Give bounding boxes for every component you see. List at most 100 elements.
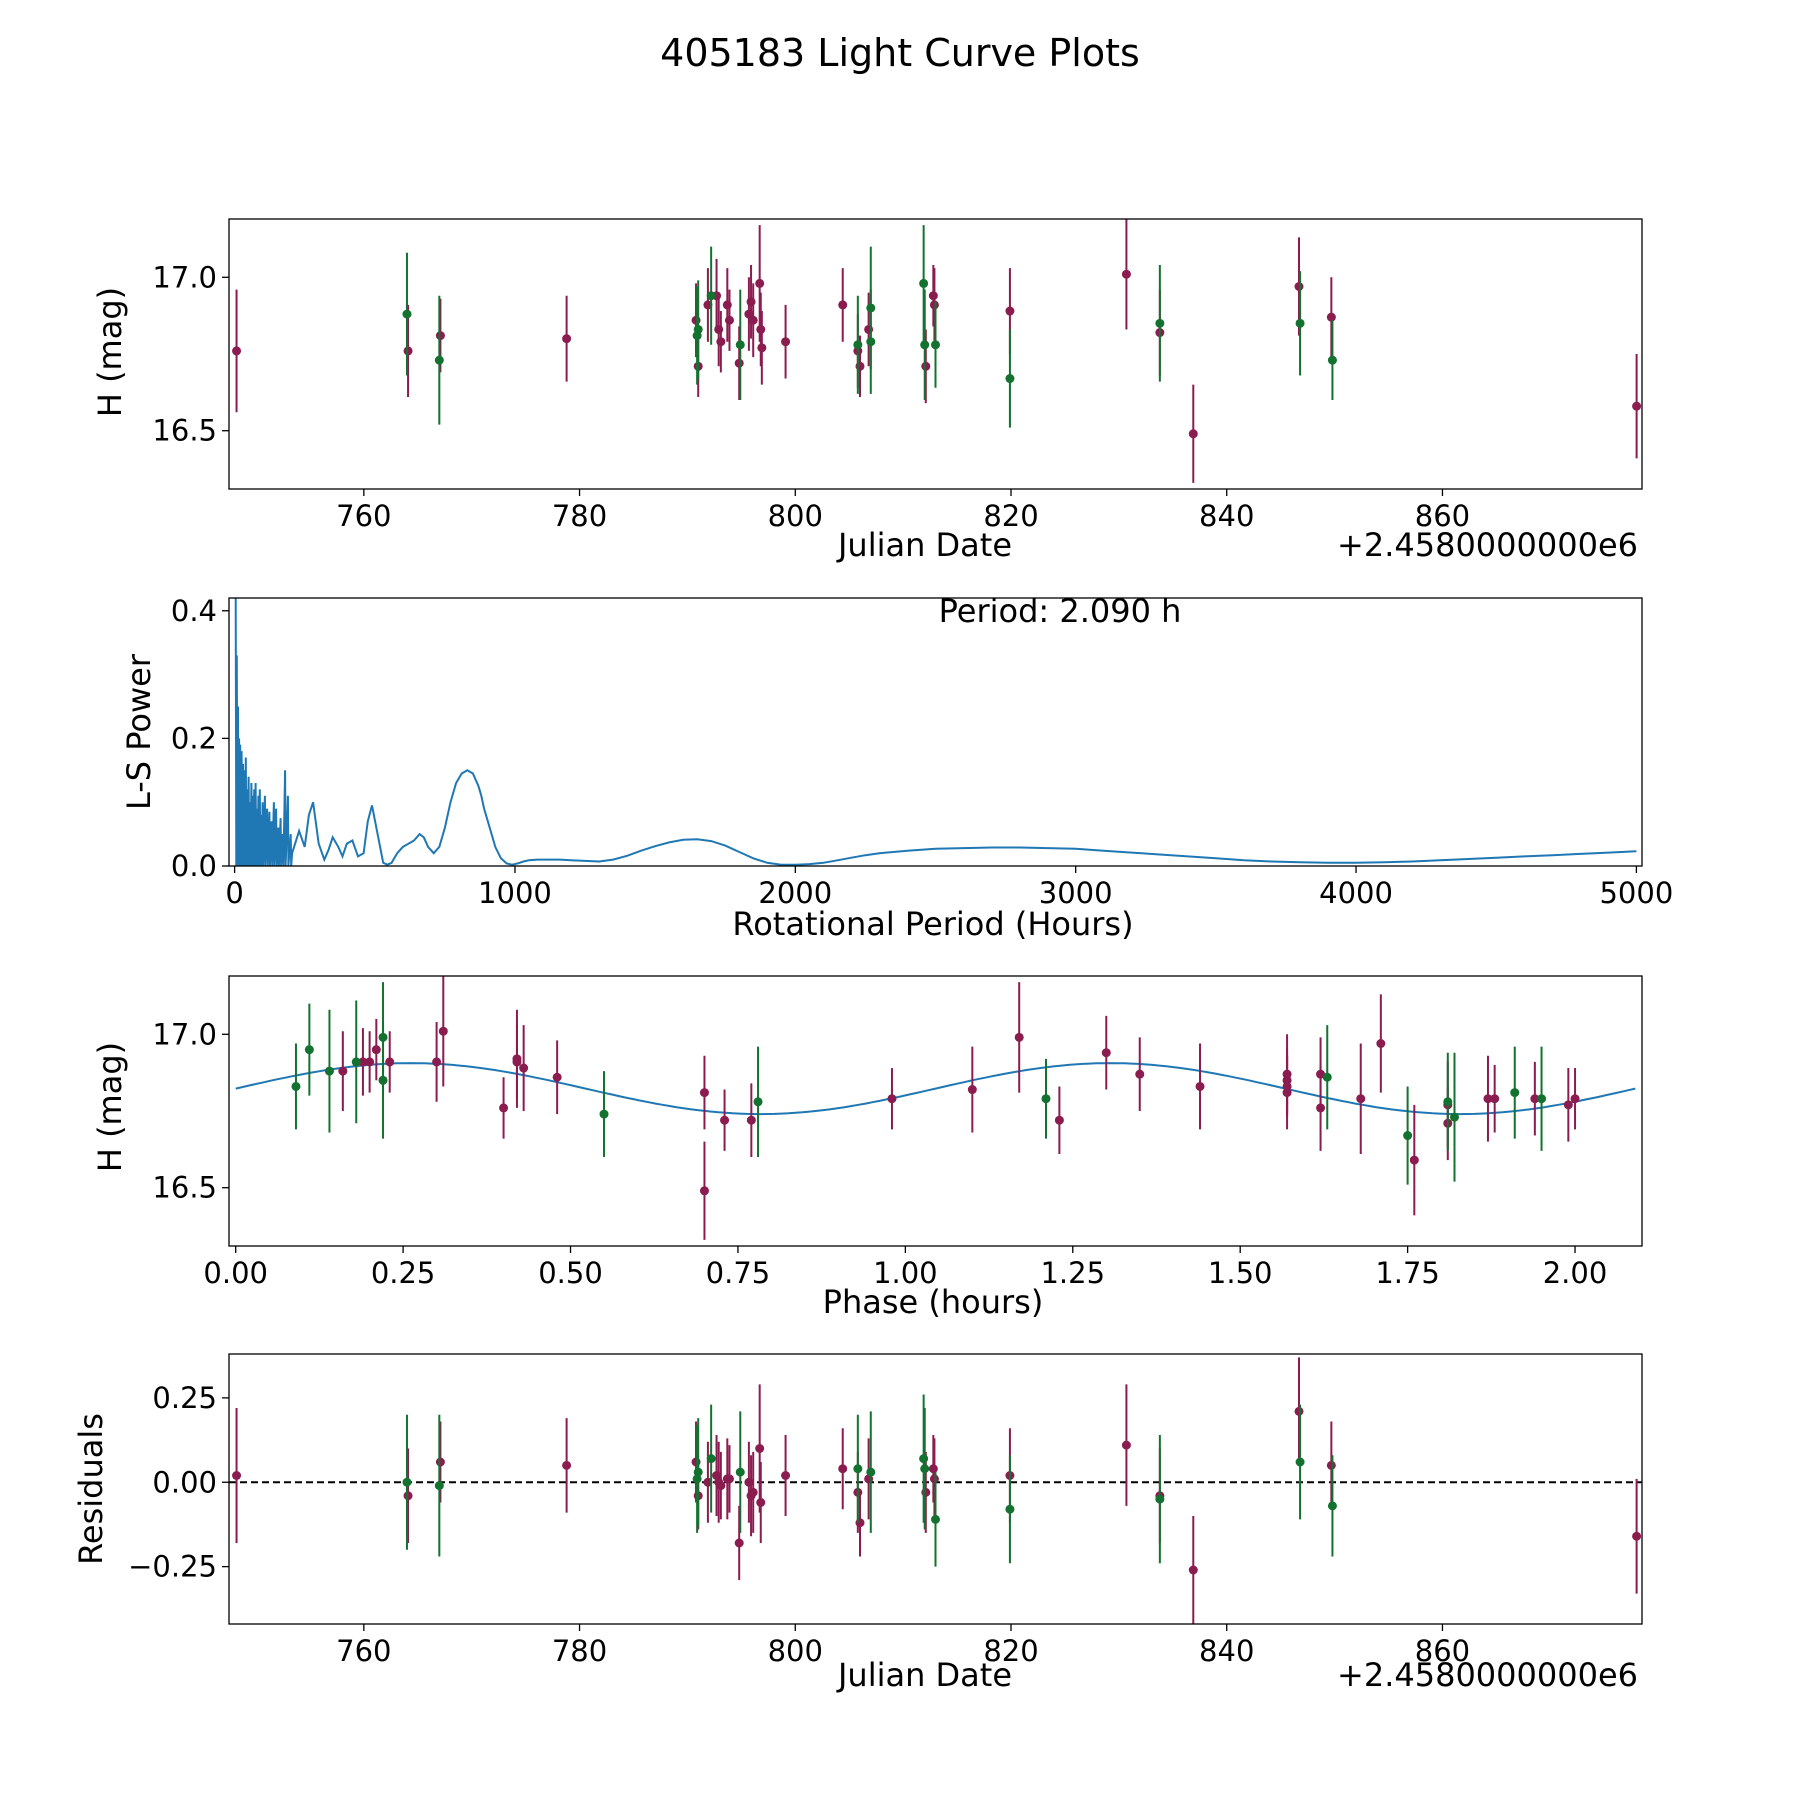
magenta-data-point — [1188, 1565, 1198, 1575]
phased-axes-frame — [228, 975, 1643, 1247]
green-data-point — [692, 1474, 702, 1484]
magenta-data-point — [928, 291, 938, 301]
periodogram-xlabel: Rotational Period (Hours) — [732, 905, 1133, 943]
periodogram-xtick-label: 3000 — [1039, 876, 1113, 910]
magenta-data-point — [757, 343, 767, 353]
green-data-point — [1449, 1112, 1459, 1122]
green-data-point — [693, 324, 703, 334]
magenta-data-point — [967, 1085, 977, 1095]
phased-xtick-label: 1.75 — [1375, 1256, 1440, 1290]
magenta-data-point — [1195, 1081, 1205, 1091]
magenta-data-point — [1326, 1460, 1336, 1470]
green-data-point — [706, 1454, 716, 1464]
magenta-data-point — [755, 278, 765, 288]
residuals-data-group — [229, 1357, 1642, 1624]
magenta-data-point — [403, 346, 413, 356]
green-data-point — [866, 337, 876, 347]
green-data-point — [706, 291, 716, 301]
green-data-point — [599, 1109, 609, 1119]
green-data-point — [324, 1066, 334, 1076]
magenta-data-point — [512, 1057, 522, 1067]
magenta-data-point — [724, 315, 734, 325]
magenta-data-point — [756, 324, 766, 334]
magenta-data-point — [1376, 1039, 1386, 1048]
magenta-data-point — [1632, 1531, 1642, 1541]
green-data-point — [753, 1097, 763, 1107]
magenta-data-point — [1356, 1094, 1366, 1104]
magenta-data-point — [1490, 1094, 1500, 1104]
phased-xtick-label: 0.25 — [371, 1256, 436, 1290]
residuals-xtick-label: 820 — [983, 1634, 1038, 1668]
green-data-point — [434, 1481, 444, 1491]
magenta-data-point — [1570, 1094, 1580, 1104]
green-data-point — [1295, 318, 1305, 328]
magenta-data-point — [432, 1057, 442, 1067]
residuals-xtick-label: 780 — [552, 1634, 607, 1668]
residuals-panel: Residuals Julian Date +2.4580000000e6 76… — [72, 1353, 1643, 1694]
magenta-data-point — [755, 1444, 765, 1453]
phased-xtick-label: 0.00 — [203, 1256, 268, 1290]
phased-xtick-label: 1.00 — [873, 1256, 938, 1290]
magenta-data-point — [1005, 306, 1015, 316]
green-data-point — [931, 340, 940, 350]
magenta-data-point — [716, 1481, 726, 1491]
lightcurve-offset-text: +2.4580000000e6 — [1337, 526, 1638, 564]
magenta-data-point — [838, 300, 848, 310]
phased-ytick-label: 16.5 — [152, 1171, 217, 1205]
magenta-data-point — [435, 331, 445, 341]
magenta-data-point — [748, 1487, 758, 1497]
phased-ylabel: H (mag) — [91, 1042, 129, 1172]
green-data-point — [866, 1467, 876, 1477]
green-data-point — [434, 355, 444, 365]
phased-xtick-label: 1.25 — [1040, 1256, 1105, 1290]
magenta-data-point — [720, 1115, 730, 1125]
magenta-data-point — [1121, 1440, 1131, 1450]
green-data-point — [1403, 1131, 1413, 1141]
lightcurve-xtick-label: 780 — [552, 499, 607, 533]
green-data-point — [735, 1467, 745, 1477]
phased-xlabel: Phase (hours) — [823, 1283, 1044, 1321]
green-data-point — [931, 1514, 940, 1524]
phased-xtick-label: 1.50 — [1208, 1256, 1273, 1290]
magenta-data-point — [1294, 282, 1304, 291]
magenta-data-point — [1409, 1155, 1419, 1165]
magenta-data-point — [385, 1057, 395, 1067]
residuals-xtick-label: 860 — [1415, 1634, 1470, 1668]
residuals-xtick-label: 800 — [768, 1634, 823, 1668]
lightcurve-ytick-label: 16.5 — [152, 414, 217, 448]
magenta-data-point — [1294, 1406, 1304, 1416]
green-data-point — [1155, 318, 1165, 328]
magenta-data-point — [435, 1457, 445, 1467]
periodogram-ytick-label: 0.2 — [171, 721, 217, 755]
phased-panel: H (mag) Phase (hours) 0.00 0.25 0.50 0.75 1.… — [91, 975, 1643, 1321]
lightcurve-xtick-label: 800 — [768, 499, 823, 533]
periodogram-panel: L-S Power Rotational Period (Hours) Peri… — [120, 592, 1673, 943]
magenta-data-point — [1101, 1048, 1111, 1058]
residuals-xtick-label: 840 — [1199, 1634, 1254, 1668]
magenta-data-point — [1326, 312, 1336, 322]
residuals-ytick-label: 0.25 — [152, 1381, 217, 1415]
magenta-data-point — [724, 1474, 734, 1484]
magenta-data-point — [1135, 1069, 1145, 1079]
magenta-data-point — [756, 1498, 766, 1507]
magenta-data-point — [1563, 1100, 1573, 1110]
residuals-ylabel: Residuals — [72, 1413, 110, 1565]
green-data-point — [1443, 1097, 1453, 1107]
residuals-xtick-label: 760 — [336, 1634, 391, 1668]
magenta-data-point — [1530, 1094, 1540, 1104]
magenta-data-point — [1188, 429, 1198, 439]
green-data-point — [735, 340, 745, 350]
magenta-data-point — [562, 1460, 572, 1470]
green-data-point — [1322, 1072, 1332, 1082]
lightcurve-axes-frame — [228, 218, 1643, 490]
phased-ytick-label: 17.0 — [152, 1017, 217, 1051]
magenta-data-point — [748, 315, 758, 325]
phased-xtick-label: 0.75 — [706, 1256, 771, 1290]
periodogram-xtick-label: 1000 — [478, 876, 552, 910]
magenta-data-point — [403, 1491, 413, 1501]
magenta-data-point — [1316, 1103, 1326, 1113]
green-data-point — [919, 278, 929, 288]
magenta-data-point — [552, 1072, 562, 1082]
periodogram-xtick-label: 0 — [225, 876, 243, 910]
